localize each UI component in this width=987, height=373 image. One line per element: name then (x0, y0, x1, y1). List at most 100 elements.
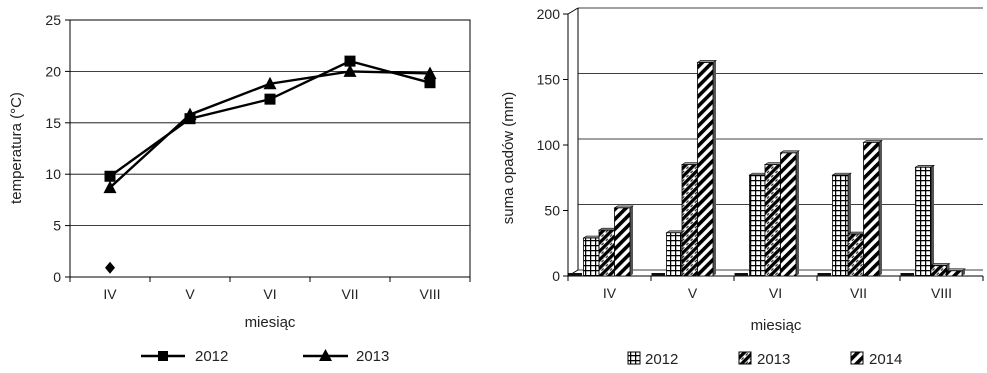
precip-bars (568, 60, 966, 277)
square-marker-icon (158, 351, 168, 361)
legend-label-precip-2012: 2012 (645, 351, 678, 368)
temp-point-square (264, 93, 276, 105)
precip-bar-front (764, 164, 781, 277)
temp-x-ticks: IV V VI VII VIII (69, 277, 471, 302)
precip-bar-front (863, 141, 880, 277)
precip-baseline-stub (900, 273, 914, 276)
temp-y-tick-label: 10 (45, 166, 61, 182)
precip-bar-group-VII (817, 140, 883, 277)
precip-bar-2014-VI (779, 150, 800, 277)
precipitation-chart: 0 50 100 150 200 IV V VI VII VIII suma opadów (m… (500, 6, 984, 368)
precip-x-tick-label: VI (769, 285, 782, 301)
grid-pattern-swatch-icon (627, 351, 641, 365)
precip-y-axis-top (567, 7, 579, 15)
legend-item-2014-precip: 2014 (850, 351, 902, 368)
temp-y-axis-label: temperatura (°C) (8, 92, 25, 204)
precip-baseline-stub (734, 273, 748, 276)
precip-x-tick-label: VII (850, 285, 867, 301)
temp-x-tick-label: VIII (419, 286, 440, 302)
precip-bar-side (879, 140, 882, 276)
precip-bar-2014-V (696, 60, 717, 277)
legend-label-precip-2014: 2014 (869, 351, 902, 368)
temp-series-2012 (104, 55, 436, 182)
precip-y-tick-label: 150 (537, 72, 561, 88)
precip-bar-front (780, 152, 797, 277)
precip-x-tick-label: V (688, 285, 698, 301)
temp-series-2013 (103, 64, 437, 194)
wave-pattern-swatch-icon (738, 351, 752, 365)
precip-bar-side (713, 60, 716, 276)
temp-series-extra (105, 261, 115, 274)
precip-bar-front (681, 164, 698, 277)
precip-bar-side (796, 150, 799, 276)
temp-point-square (104, 170, 116, 182)
precip-bar-2014-VIII (945, 268, 966, 277)
precip-bar-group-VI (734, 150, 800, 277)
precip-x-axis-label: miesiąc (751, 317, 802, 334)
temp-series (103, 55, 437, 274)
legend-label-precip-2013: 2013 (757, 351, 790, 368)
legend-item-2013-precip: 2013 (738, 351, 790, 368)
temp-y-tick-label: 25 (45, 12, 61, 28)
precip-bar-group-V (651, 60, 717, 277)
precip-bar-front (946, 270, 963, 277)
precip-baseline-stub (651, 273, 665, 276)
temp-point-square (344, 55, 356, 67)
triangle-marker-icon (319, 349, 332, 361)
temp-x-tick-label: V (185, 286, 195, 302)
precip-bar-front (598, 229, 615, 277)
precip-bar-front (583, 237, 600, 277)
precip-bar-front (847, 233, 864, 277)
legend-label-2013: 2013 (356, 348, 389, 365)
precip-bar-front (614, 207, 631, 277)
precip-y-tick-label: 200 (537, 6, 561, 22)
precip-bar-front (749, 174, 766, 277)
precip-bar-2014-IV (613, 205, 634, 277)
precip-x-tick-label: VIII (931, 285, 952, 301)
precip-bar-2014-VII (862, 140, 883, 277)
temp-point-triangle (103, 180, 117, 194)
precip-legend: 2012 2013 2014 (627, 351, 902, 368)
legend-label-2012: 2012 (195, 348, 228, 365)
temp-x-axis-label: miesiąc (245, 314, 296, 331)
precip-bar-side (931, 165, 934, 276)
precip-bar-front (832, 174, 849, 277)
precip-bar-front (697, 62, 714, 277)
precip-x-tick-label: IV (603, 285, 617, 301)
legend-item-2012-precip: 2012 (627, 351, 678, 368)
temp-x-tick-label: VII (341, 286, 358, 302)
temp-point-triangle (423, 66, 437, 79)
temp-x-tick-label: IV (103, 286, 117, 302)
temp-point-diamond (105, 261, 115, 274)
precip-x-ticks: IV V VI VII VIII (567, 276, 984, 301)
precip-y-ticks: 0 50 100 150 200 (537, 6, 568, 284)
precip-y-tick-label: 50 (544, 203, 560, 219)
temp-y-tick-label: 5 (53, 218, 61, 234)
precip-baseline-stub (817, 273, 831, 276)
temp-point-triangle (183, 107, 197, 121)
temp-x-tick-label: VI (263, 286, 276, 302)
precip-bar-side (630, 205, 633, 276)
precip-bar-front (666, 232, 683, 277)
precip-bar-front (930, 265, 947, 277)
temperature-chart: 0 5 10 15 20 25 IV V VI VII VIII temperatura (°C)… (8, 12, 471, 365)
temp-y-ticks: 0 5 10 15 20 25 (45, 12, 70, 285)
temp-point-square (424, 77, 436, 89)
precip-bar-group-IV (568, 205, 634, 277)
precip-y-axis-label: suma opadów (mm) (500, 92, 517, 225)
temp-legend: 2012 2013 (141, 348, 389, 365)
precip-bar-front (915, 166, 932, 277)
temp-y-tick-label: 15 (45, 115, 61, 131)
diagonal-pattern-swatch-icon (850, 351, 864, 365)
temp-gridlines (70, 71, 470, 227)
temp-point-triangle (343, 64, 357, 77)
precip-y-tick-label: 0 (552, 268, 560, 284)
precip-bar-2012-VIII (914, 164, 935, 277)
temp-y-tick-label: 20 (45, 63, 61, 79)
precip-baseline-stub (568, 273, 582, 276)
temp-plot-frame (69, 19, 471, 278)
temp-point-triangle (263, 76, 277, 90)
legend-item-2012: 2012 (141, 348, 228, 365)
temp-y-tick-label: 0 (53, 269, 61, 285)
